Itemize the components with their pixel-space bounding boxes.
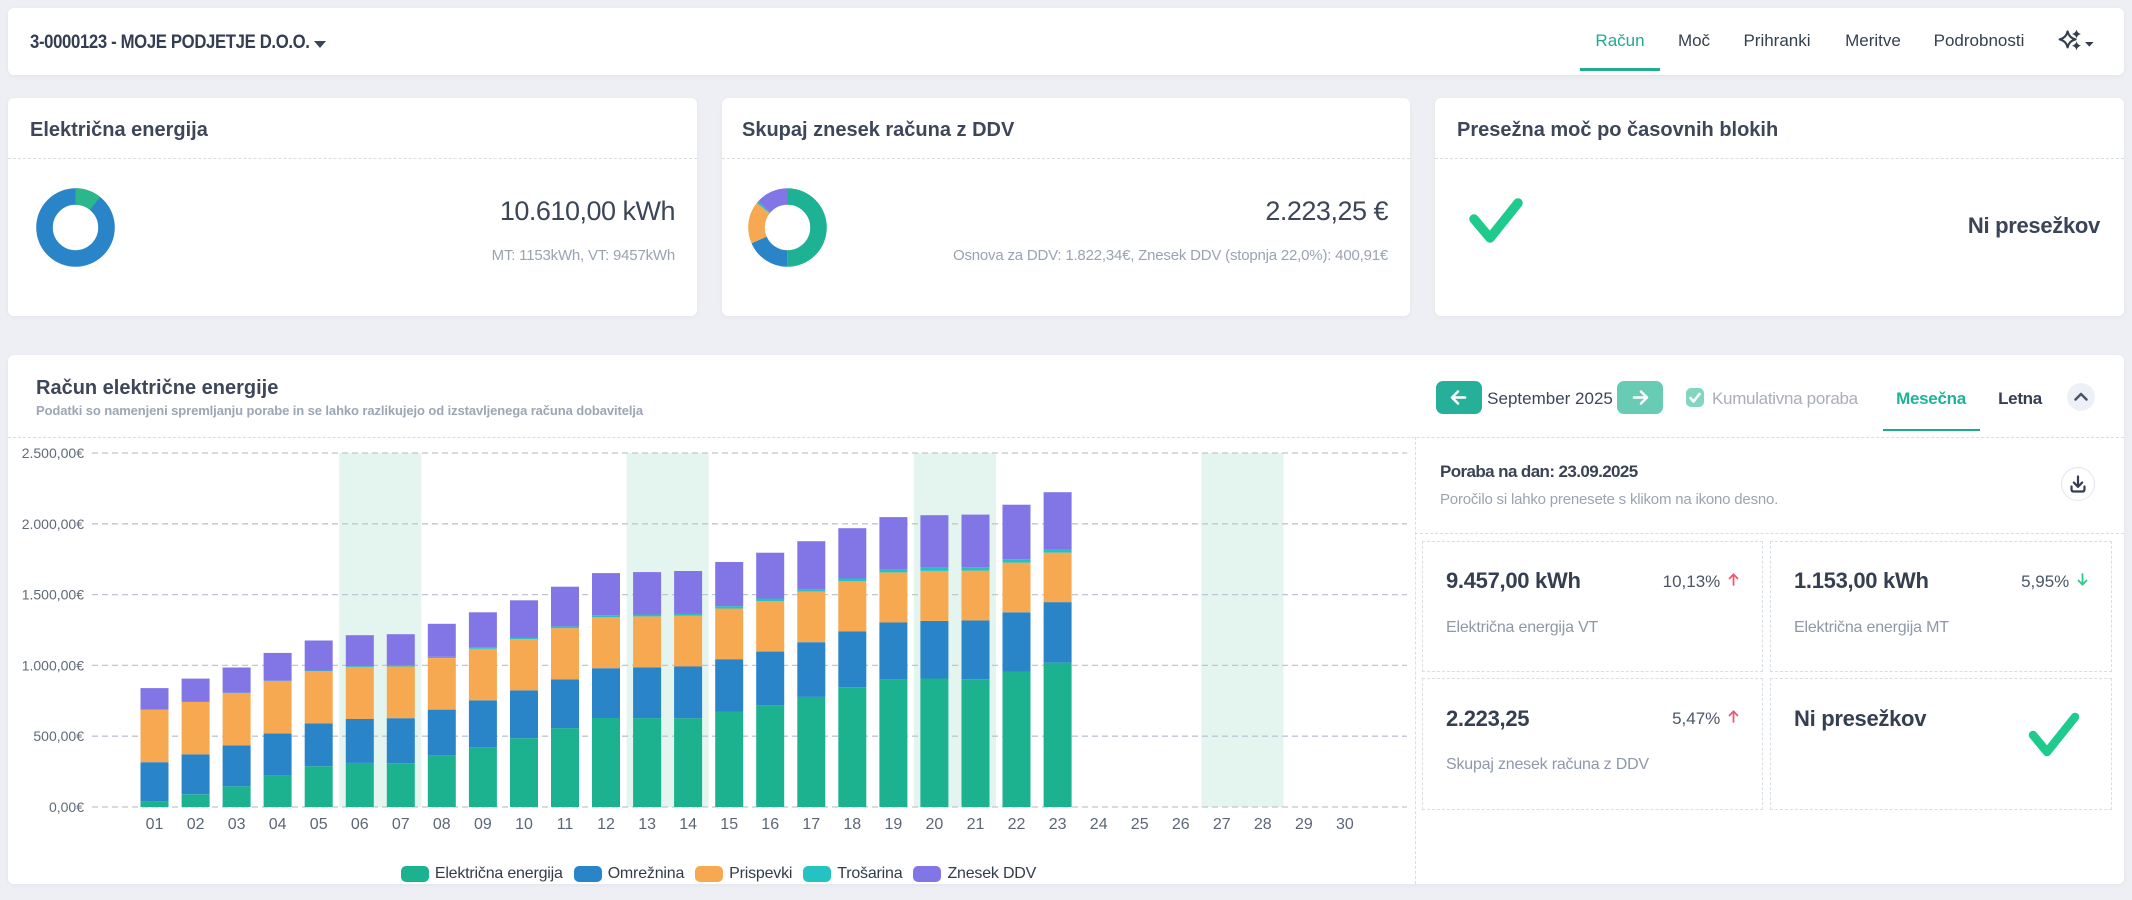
svg-text:21: 21 bbox=[967, 816, 985, 833]
svg-text:16: 16 bbox=[761, 816, 779, 833]
svg-text:15: 15 bbox=[720, 816, 738, 833]
svg-text:06: 06 bbox=[351, 816, 369, 833]
svg-text:27: 27 bbox=[1213, 816, 1231, 833]
svg-text:11: 11 bbox=[557, 816, 574, 833]
svg-text:04: 04 bbox=[269, 816, 287, 833]
svg-text:05: 05 bbox=[310, 816, 328, 833]
svg-text:08: 08 bbox=[433, 816, 451, 833]
svg-text:29: 29 bbox=[1295, 816, 1313, 833]
svg-text:14: 14 bbox=[679, 816, 697, 833]
svg-text:18: 18 bbox=[843, 816, 861, 833]
svg-text:28: 28 bbox=[1254, 816, 1272, 833]
svg-text:2.500,00€: 2.500,00€ bbox=[22, 445, 84, 461]
svg-text:12: 12 bbox=[597, 816, 615, 833]
svg-text:07: 07 bbox=[392, 816, 410, 833]
svg-text:19: 19 bbox=[885, 816, 903, 833]
svg-text:13: 13 bbox=[638, 816, 656, 833]
svg-text:1.500,00€: 1.500,00€ bbox=[22, 587, 84, 603]
svg-text:10: 10 bbox=[515, 816, 533, 833]
svg-text:03: 03 bbox=[228, 816, 246, 833]
svg-text:30: 30 bbox=[1336, 816, 1354, 833]
svg-text:01: 01 bbox=[146, 816, 164, 833]
svg-text:0,00€: 0,00€ bbox=[49, 799, 84, 815]
svg-text:09: 09 bbox=[474, 816, 492, 833]
svg-text:17: 17 bbox=[802, 816, 820, 833]
svg-text:25: 25 bbox=[1131, 816, 1149, 833]
svg-text:24: 24 bbox=[1090, 816, 1108, 833]
svg-text:20: 20 bbox=[926, 816, 944, 833]
svg-text:2.000,00€: 2.000,00€ bbox=[22, 516, 84, 532]
svg-text:23: 23 bbox=[1049, 816, 1067, 833]
svg-text:500,00€: 500,00€ bbox=[33, 728, 84, 744]
svg-text:1.000,00€: 1.000,00€ bbox=[22, 657, 84, 673]
svg-text:02: 02 bbox=[187, 816, 205, 833]
svg-text:26: 26 bbox=[1172, 816, 1190, 833]
svg-text:22: 22 bbox=[1008, 816, 1026, 833]
